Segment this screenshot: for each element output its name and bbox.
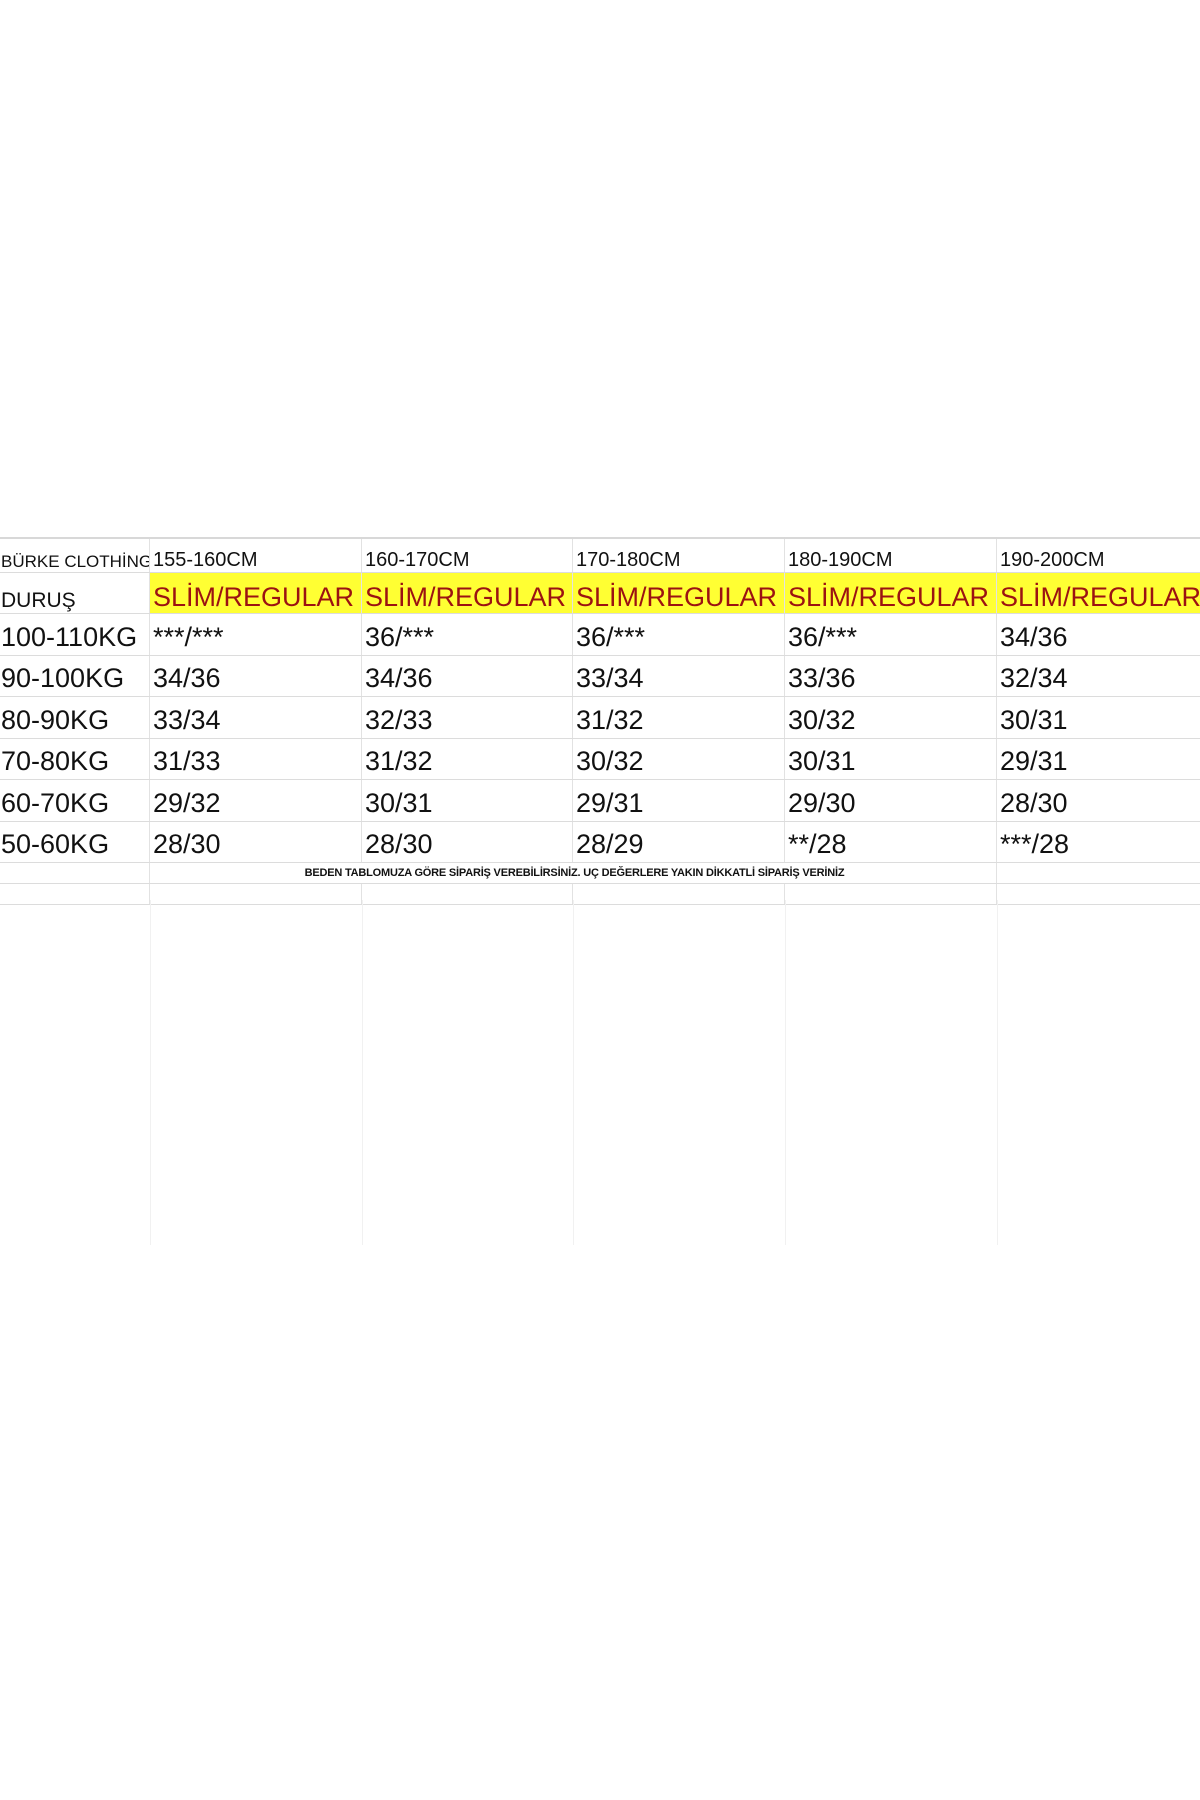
size-cell: 33/36 — [785, 655, 997, 696]
grid-line — [150, 900, 151, 1245]
empty-cell — [785, 884, 997, 904]
height-header: 190-200CM — [1000, 549, 1105, 571]
size-row: 80-90KG 33/34 32/33 31/32 30/32 30/31 — [0, 697, 1200, 739]
height-header: 180-190CM — [785, 539, 997, 572]
size-cell: 34/36 — [150, 655, 362, 696]
grid-line — [785, 900, 786, 1245]
empty-cell — [573, 884, 785, 904]
size-cell: 29/31 — [573, 780, 785, 821]
empty-cell — [997, 863, 1200, 883]
size-cell: 36/*** — [573, 614, 785, 655]
size-cell: 32/34 — [1000, 663, 1068, 693]
size-cell: 33/34 — [150, 697, 362, 738]
size-cell: 33/34 — [573, 655, 785, 696]
size-cell: 30/31 — [1000, 704, 1068, 735]
grid-line — [997, 900, 998, 1245]
size-cell: 30/32 — [785, 697, 997, 738]
grid-line — [362, 900, 363, 1245]
size-cell: **/28 — [785, 821, 997, 862]
size-cell: 30/32 — [573, 738, 785, 779]
height-header: 170-180CM — [573, 539, 785, 572]
grid-line — [573, 900, 574, 1245]
size-cell: 36/*** — [785, 614, 997, 655]
weight-label: 70-80KG — [0, 738, 150, 779]
size-cell: 28/30 — [150, 821, 362, 862]
size-cell: 34/36 — [362, 655, 573, 696]
empty-cell — [0, 863, 150, 883]
size-cell: 36/*** — [362, 614, 573, 655]
brand-suffix: CLOTHİNG — [64, 552, 150, 571]
size-cell: 34/36 — [1000, 621, 1068, 652]
weight-label: 80-90KG — [0, 697, 150, 738]
weight-label: 100-110KG — [0, 614, 150, 655]
height-header: 160-170CM — [362, 539, 573, 572]
size-row: 90-100KG 34/36 34/36 33/34 33/36 32/34 — [0, 655, 1200, 697]
size-cell: ***/28 — [1000, 829, 1070, 859]
fit-value: SLİM/REGULAR — [362, 573, 573, 613]
size-chart-table: BÜRKE CLOTHİNG 155-160CM 160-170CM 170-1… — [0, 537, 1200, 905]
fit-value: SLİM/REGULAR — [785, 573, 997, 613]
size-row: 50-60KG 28/30 28/30 28/29 **/28 ***/28 — [0, 821, 1200, 863]
size-row: 60-70KG 29/32 30/31 29/31 29/30 28/30 — [0, 780, 1200, 822]
size-cell: 28/30 — [1000, 787, 1068, 818]
size-cell: 29/32 — [150, 780, 362, 821]
fit-value: SLİM/REGULAR — [997, 573, 1200, 613]
empty-cell — [150, 884, 362, 904]
blank-row — [0, 884, 1200, 905]
fit-row: DURUŞ SLİM/REGULAR SLİM/REGULAR SLİM/REG… — [0, 573, 1200, 614]
size-cell: 31/33 — [150, 738, 362, 779]
empty-cell — [0, 884, 150, 904]
fit-value: SLİM/REGULAR — [573, 573, 785, 613]
brand-cell: BÜRKE CLOTHİNG — [0, 539, 150, 572]
height-header: 155-160CM — [150, 539, 362, 572]
brand-name: BÜRKE — [1, 552, 60, 571]
size-cell: 29/30 — [785, 780, 997, 821]
empty-cell — [997, 884, 1200, 904]
fit-value: SLİM/REGULAR — [150, 573, 362, 613]
weight-label: 90-100KG — [0, 655, 150, 696]
weight-label: 60-70KG — [0, 780, 150, 821]
weight-label: 50-60KG — [0, 821, 150, 862]
size-cell: 28/29 — [573, 821, 785, 862]
size-cell: 28/30 — [362, 821, 573, 862]
size-row: 70-80KG 31/33 31/32 30/32 30/31 29/31 — [0, 738, 1200, 780]
size-cell: 31/32 — [362, 738, 573, 779]
empty-cell — [362, 884, 573, 904]
size-cell: 31/32 — [573, 697, 785, 738]
size-cell: 30/31 — [785, 738, 997, 779]
header-row: BÜRKE CLOTHİNG 155-160CM 160-170CM 170-1… — [0, 539, 1200, 573]
fit-label: DURUŞ — [0, 573, 150, 613]
size-cell: 30/31 — [362, 780, 573, 821]
size-cell: ***/*** — [150, 614, 362, 655]
size-cell: 32/33 — [362, 697, 573, 738]
order-note: BEDEN TABLOMUZA GÖRE SİPARİŞ VEREBİLİRSİ… — [150, 863, 997, 883]
size-row: 100-110KG ***/*** 36/*** 36/*** 36/*** 34/36 — [0, 614, 1200, 656]
note-row: BEDEN TABLOMUZA GÖRE SİPARİŞ VEREBİLİRSİ… — [0, 863, 1200, 884]
size-cell: 29/31 — [1000, 746, 1068, 776]
